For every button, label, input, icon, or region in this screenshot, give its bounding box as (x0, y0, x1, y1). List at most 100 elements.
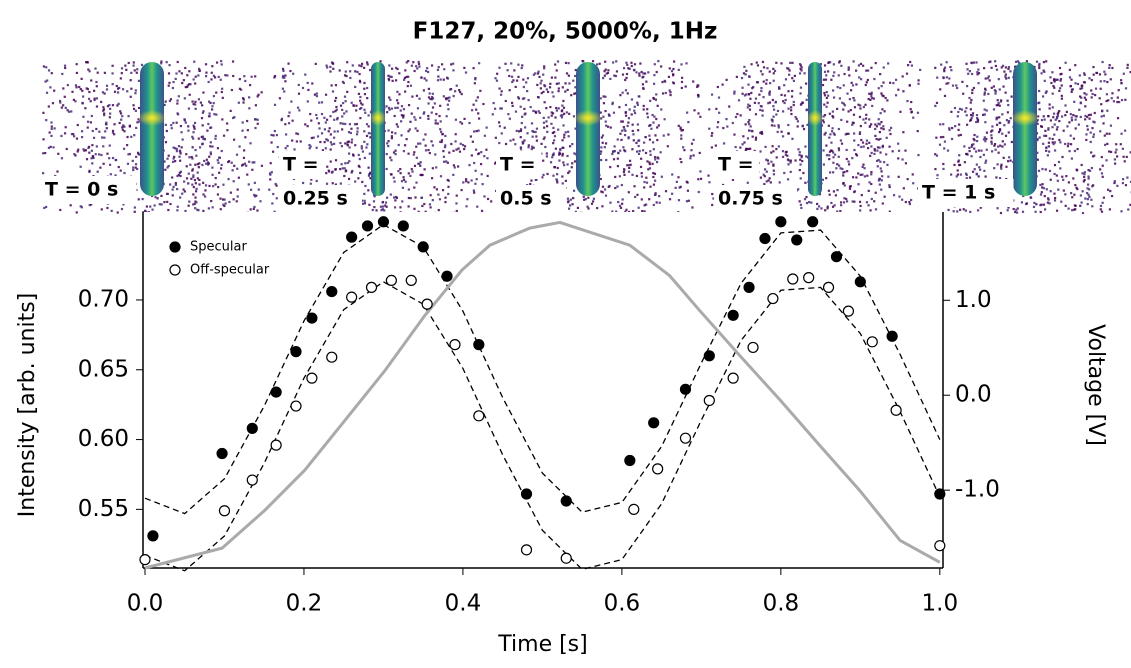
pixel (583, 196, 585, 198)
pixel (661, 81, 663, 83)
pixel (747, 137, 749, 139)
pixel (101, 208, 103, 210)
pixel (415, 65, 417, 67)
data-point (804, 273, 814, 283)
pixel (638, 75, 640, 77)
pixel (84, 107, 86, 109)
pixel (230, 192, 232, 194)
pixel (486, 157, 488, 159)
pixel (643, 142, 645, 144)
pixel (993, 167, 995, 169)
pixel (205, 75, 207, 77)
pixel (543, 136, 545, 138)
pixel (645, 81, 647, 83)
pixel (192, 125, 194, 127)
pixel (870, 95, 872, 97)
pixel (520, 148, 522, 150)
pixel (839, 87, 841, 89)
pixel (566, 155, 568, 157)
pixel (592, 200, 594, 202)
pixel (999, 177, 1001, 179)
pixel (799, 151, 801, 153)
pixel (192, 193, 194, 195)
pixel (321, 101, 323, 103)
pixel (832, 162, 834, 164)
pixel (825, 177, 827, 179)
pixel (227, 161, 229, 163)
pixel (544, 85, 546, 87)
pixel (533, 147, 535, 149)
pixel (632, 124, 634, 126)
pixel (133, 61, 135, 63)
pixel (623, 67, 625, 69)
pixel (112, 104, 114, 106)
pixel (563, 164, 565, 166)
pixel (253, 206, 255, 208)
pixel (782, 150, 784, 152)
pixel (856, 154, 858, 156)
pixel (1054, 164, 1056, 166)
pixel (602, 142, 604, 144)
pixel (1045, 150, 1047, 152)
pixel (511, 102, 513, 104)
pixel (46, 92, 48, 94)
pixel (269, 178, 271, 180)
pixel (518, 130, 520, 132)
pixel (437, 75, 439, 77)
pixel (543, 65, 545, 67)
pixel (77, 149, 79, 151)
pixel (998, 78, 1000, 80)
pixel (631, 65, 633, 67)
pixel (445, 160, 447, 162)
pixel (349, 77, 351, 79)
pixel (748, 119, 750, 121)
pixel (862, 164, 864, 166)
pixel (432, 199, 434, 201)
pixel (168, 155, 170, 157)
pixel (1066, 111, 1068, 113)
pixel (570, 94, 572, 96)
pixel (528, 99, 530, 101)
pixel (114, 91, 116, 93)
pixel (483, 195, 485, 197)
pixel (1084, 118, 1086, 120)
pixel (1105, 159, 1107, 161)
pixel (648, 161, 650, 163)
pixel (335, 97, 337, 99)
pixel (633, 185, 635, 187)
pixel (828, 190, 830, 192)
pixel (1001, 113, 1003, 115)
pixel (193, 186, 195, 188)
pixel (359, 100, 361, 102)
pixel (217, 193, 219, 195)
pixel (833, 190, 835, 192)
pixel (543, 67, 545, 69)
pixel (434, 153, 436, 155)
pixel (198, 98, 200, 100)
pixel (905, 201, 907, 203)
pixel (310, 119, 312, 121)
pixel (879, 123, 881, 125)
pixel (728, 105, 730, 107)
pixel (990, 130, 992, 132)
pixel (649, 154, 651, 156)
pixel (1043, 115, 1045, 117)
pixel (538, 96, 540, 98)
pixel (906, 100, 908, 102)
pixel (246, 120, 248, 122)
pixel (132, 169, 134, 171)
pixel (1088, 194, 1090, 196)
pixel (569, 204, 571, 206)
pixel (251, 76, 253, 78)
pixel (281, 118, 283, 120)
pixel (415, 146, 417, 148)
pixel (1082, 212, 1084, 214)
pixel (108, 157, 110, 159)
pixel (711, 146, 713, 148)
pixel (622, 146, 624, 148)
pixel (479, 90, 481, 92)
pixel (976, 136, 978, 138)
pixel (407, 153, 409, 155)
pixel (573, 190, 575, 192)
pixel (976, 140, 978, 142)
